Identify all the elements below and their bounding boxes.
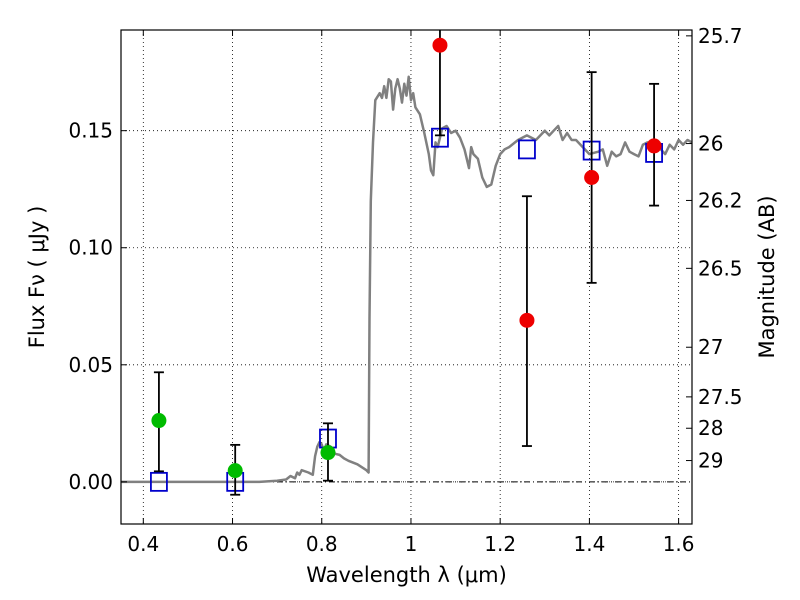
photometry-point xyxy=(227,463,243,479)
photometry-point xyxy=(151,413,167,429)
x-axis-label: Wavelength λ (μm) xyxy=(306,563,507,587)
x-tick-label: 1 xyxy=(405,532,418,556)
photometry-point xyxy=(584,169,600,185)
model-photometry-square xyxy=(518,139,536,160)
axis-ticks: 0.4 0.6 0.8 1 1.2 1.4 1.6 0.00 0.05 0.10 0.15 25.7 2… xyxy=(68,24,742,556)
right-tick-label: 25.7 xyxy=(698,24,743,48)
photometry-point xyxy=(432,37,448,53)
series-layer xyxy=(121,30,692,496)
x-tick-label: 1.4 xyxy=(573,532,605,556)
y-tick-label: 0.05 xyxy=(68,353,113,377)
y-tick-label: 0.15 xyxy=(68,119,113,143)
x-tick-label: 0.4 xyxy=(127,532,159,556)
y-tick-label: 0.00 xyxy=(68,470,113,494)
model-photometry-square xyxy=(150,471,168,492)
right-tick-label: 27.5 xyxy=(698,385,743,409)
right-tick-label: 27 xyxy=(698,335,723,359)
right-tick-label: 28 xyxy=(698,416,723,440)
x-tick-label: 0.6 xyxy=(217,532,249,556)
right-tick-label: 26 xyxy=(698,132,723,156)
photometry-point xyxy=(519,312,535,328)
plot-frame xyxy=(120,29,693,525)
right-tick-label: 26.5 xyxy=(698,256,743,280)
y-tick-label: 0.10 xyxy=(68,236,113,260)
x-tick-label: 1.6 xyxy=(663,532,695,556)
x-tick-label: 0.8 xyxy=(306,532,338,556)
photometry-point xyxy=(320,445,336,461)
x-tick-label: 1.2 xyxy=(484,532,516,556)
right-tick-label: 26.2 xyxy=(698,188,743,212)
y-axis-label: Flux Fν ( μJy ) xyxy=(25,206,49,349)
grid-lines xyxy=(121,30,692,524)
model-sed-line xyxy=(121,75,692,484)
photometry-point xyxy=(646,138,662,154)
right-tick-label: 29 xyxy=(698,449,723,473)
right-axis-label: Magnitude (AB) xyxy=(755,195,779,358)
